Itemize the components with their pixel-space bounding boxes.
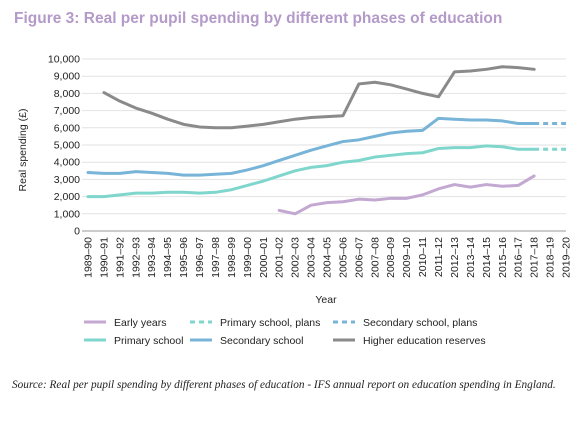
x-tick-label: 2009–10 (401, 237, 413, 278)
x-tick-label: 1996–97 (194, 237, 206, 278)
legend-label: Primary school (114, 335, 183, 347)
x-tick-label: 2007–08 (369, 237, 381, 278)
x-tick-label: 2016–17 (513, 237, 525, 278)
x-tick-label: 1993–94 (146, 237, 158, 278)
x-tick-label: 2010–11 (417, 237, 429, 277)
x-tick-label: 2001–02 (274, 237, 286, 278)
x-tick-label: 2015–16 (497, 237, 509, 278)
x-tick-label: 1991–92 (114, 237, 126, 278)
x-tick-label: 2012–13 (449, 237, 461, 278)
legend-label: Higher education reserves (363, 335, 486, 347)
x-tick-label: 2005–06 (337, 237, 349, 278)
x-tick-label: 2019–20 (561, 237, 573, 278)
line-chart: 0 1,000 2,000 3,000 4,000 5,000 6,000 7,000 8,00… (17, 54, 573, 348)
series-lines (86, 65, 566, 216)
x-tick-label: 1990–91 (98, 237, 110, 278)
legend-label: Secondary school (220, 335, 303, 347)
y-tick-label: 1,000 (54, 208, 80, 220)
x-tick-label: 2018–19 (545, 237, 557, 278)
x-tick-label: 2017–18 (529, 237, 541, 278)
legend: Early years Primary school, plans Secondar… (84, 317, 486, 347)
x-tick-label: 2013–14 (465, 237, 477, 278)
series-line-higher-education-reserves (102, 65, 536, 130)
x-tick-labels: 1989–90 1990–91 1991–92 1992–93 1993–94 1994–… (83, 237, 573, 278)
x-axis-label: Year (315, 294, 337, 306)
gridlines (82, 58, 566, 232)
x-tick-label: 2003–04 (306, 237, 318, 278)
y-tick-label: 7,000 (54, 105, 80, 117)
x-tick-label: 2002–03 (290, 237, 302, 278)
x-tick-label: 1995–96 (178, 237, 190, 278)
y-tick-label: 9,000 (54, 71, 80, 83)
series-line-primary-school (86, 144, 536, 199)
y-axis-label: Real spending (£) (17, 109, 29, 192)
series-line-secondary-school (86, 116, 536, 177)
x-tick-label: 1998–99 (226, 237, 238, 278)
y-tick-label: 5,000 (54, 140, 80, 152)
legend-label: Secondary school, plans (363, 317, 477, 329)
x-tick-label: 1989–90 (83, 237, 95, 278)
x-tick-label: 2000–01 (258, 237, 270, 278)
x-tick-label: 2004–05 (322, 237, 334, 278)
x-tick-label: 2008–09 (385, 237, 397, 278)
figure-title: Figure 3: Real per pupil spending by dif… (14, 10, 503, 27)
x-tick-label: 2006–07 (353, 237, 365, 278)
y-tick-labels: 0 1,000 2,000 3,000 4,000 5,000 6,000 7,000 8,00… (48, 54, 80, 238)
x-tick-label: 1992–93 (130, 237, 142, 278)
legend-label: Early years (114, 317, 167, 329)
y-tick-label: 8,000 (54, 88, 80, 100)
series-line-early-years (277, 174, 536, 216)
x-tick-label: 1994–95 (162, 237, 174, 278)
x-tick-label: 1997–98 (210, 237, 222, 278)
x-tick-label: 2014–15 (481, 237, 493, 278)
y-tick-label: 2,000 (54, 191, 80, 203)
y-tick-label: 10,000 (48, 54, 80, 66)
y-tick-label: 3,000 (54, 174, 80, 186)
x-tick-label: 2011–12 (433, 237, 445, 277)
y-tick-label: 0 (74, 226, 80, 238)
y-tick-label: 4,000 (54, 157, 80, 169)
x-tick-label: 1999–00 (242, 237, 254, 278)
y-tick-label: 6,000 (54, 122, 80, 134)
source-note: Source: Real per pupil spending by diffe… (12, 379, 556, 391)
legend-label: Primary school, plans (220, 317, 320, 329)
